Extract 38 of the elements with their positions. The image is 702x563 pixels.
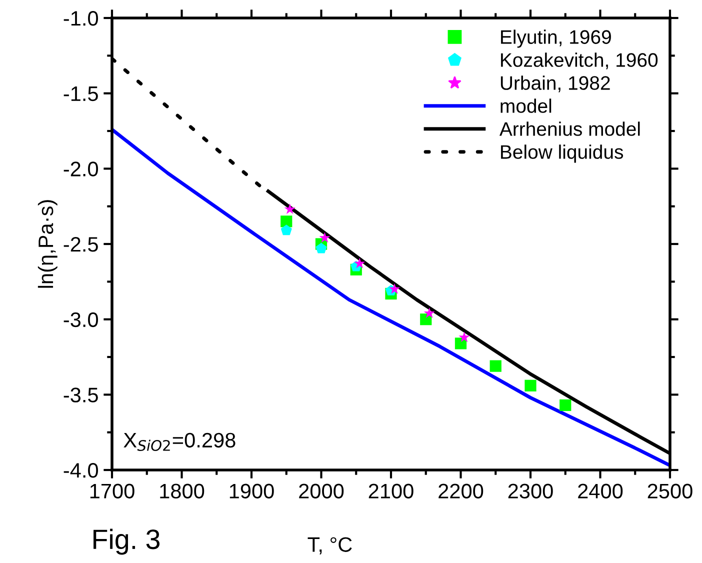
legend-label: model xyxy=(500,98,552,113)
annotation: X$_{SiO2}$=0.298 xyxy=(124,432,236,451)
point xyxy=(490,360,502,372)
y-tick-label: -3.5 xyxy=(64,388,98,402)
x-tick-label: 1800 xyxy=(160,484,204,498)
legend-label: Kozakevitch, 1960 xyxy=(501,52,658,70)
y-tick-label: -2.0 xyxy=(64,162,98,176)
point xyxy=(284,204,296,214)
x-tick-label: 2000 xyxy=(299,484,344,498)
point xyxy=(424,307,435,318)
point xyxy=(280,216,292,228)
point xyxy=(280,224,292,236)
x-tick-label: 2500 xyxy=(648,484,692,498)
y-axis-title: ln(η,Pa·s) xyxy=(38,200,58,288)
legend-label: Arrhenius model xyxy=(499,122,640,136)
point xyxy=(319,232,330,243)
y-tick-label: -3.0 xyxy=(64,312,98,328)
legend-label: Urbain, 1982 xyxy=(500,76,610,92)
point xyxy=(316,242,327,254)
x-tick-label: 1900 xyxy=(230,484,274,498)
x-tick-label: 2100 xyxy=(368,484,414,498)
point xyxy=(388,283,400,294)
x-tick-label: 2200 xyxy=(438,484,484,498)
point xyxy=(458,332,470,342)
point xyxy=(524,380,536,392)
point xyxy=(354,258,366,268)
y-tick-label: -4.0 xyxy=(64,463,98,478)
x-tick-label: 2400 xyxy=(578,484,623,498)
x-axis-title: T, °C xyxy=(308,537,352,554)
x-tick-label: 1700 xyxy=(90,484,134,498)
y-tick-label: -2.5 xyxy=(64,237,98,252)
y-tick-label: -1.0 xyxy=(64,11,98,26)
caption: Fig. 3 xyxy=(94,528,160,555)
x-tick-label: 2300 xyxy=(508,484,553,498)
legend-label: Below liquidus xyxy=(501,144,624,163)
y-tick-label: -1.5 xyxy=(64,86,98,102)
legend-label: Elyutin, 1969 xyxy=(501,30,611,48)
point xyxy=(560,399,572,412)
